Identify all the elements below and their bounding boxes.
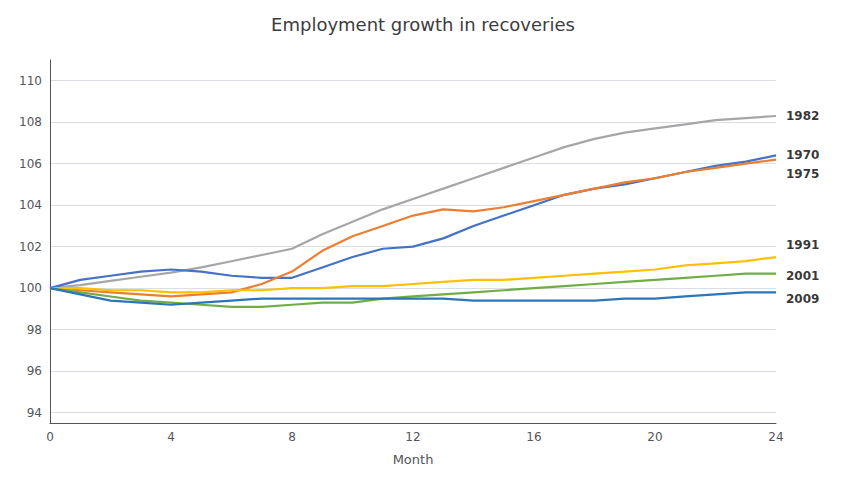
- svg-text:1970: 1970: [786, 148, 819, 162]
- svg-text:102: 102: [19, 240, 42, 254]
- svg-text:4: 4: [167, 430, 175, 444]
- svg-text:1991: 1991: [786, 238, 819, 252]
- svg-text:98: 98: [27, 323, 42, 337]
- svg-text:Employment growth in recoverie: Employment growth in recoveries: [271, 14, 575, 35]
- svg-text:1982: 1982: [786, 109, 819, 123]
- svg-text:8: 8: [288, 430, 296, 444]
- svg-text:Month: Month: [393, 452, 434, 467]
- svg-text:2001: 2001: [786, 269, 819, 283]
- svg-text:0: 0: [46, 430, 54, 444]
- svg-text:16: 16: [526, 430, 541, 444]
- svg-text:96: 96: [27, 364, 42, 378]
- svg-text:100: 100: [19, 281, 42, 295]
- svg-text:104: 104: [19, 198, 42, 212]
- svg-text:2009: 2009: [786, 292, 819, 306]
- svg-text:94: 94: [27, 406, 42, 420]
- svg-text:20: 20: [647, 430, 662, 444]
- svg-text:108: 108: [19, 115, 42, 129]
- svg-text:106: 106: [19, 157, 42, 171]
- svg-text:1975: 1975: [786, 167, 819, 181]
- svg-text:12: 12: [405, 430, 420, 444]
- svg-text:24: 24: [768, 430, 783, 444]
- svg-text:110: 110: [19, 74, 42, 88]
